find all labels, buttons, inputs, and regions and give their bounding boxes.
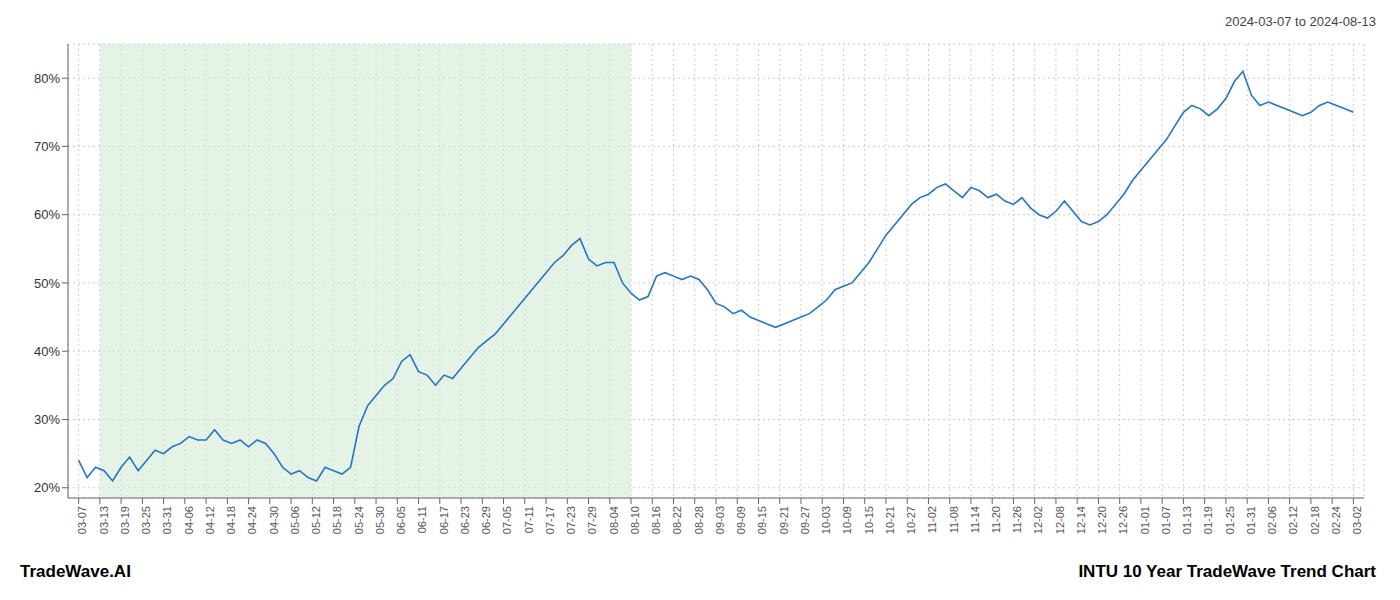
svg-text:01-01: 01-01 [1139,506,1151,534]
svg-text:08-16: 08-16 [650,506,662,534]
svg-text:12-20: 12-20 [1096,506,1108,534]
svg-text:03-07: 03-07 [76,506,88,534]
svg-text:10-27: 10-27 [905,506,917,534]
svg-text:06-17: 06-17 [438,506,450,534]
svg-text:50%: 50% [34,276,60,291]
svg-text:10-15: 10-15 [863,506,875,534]
html-text:TradeWave.AI: TradeWave.AI [20,562,131,581]
svg-text:12-14: 12-14 [1075,506,1087,534]
svg-text:01-25: 01-25 [1224,506,1236,534]
svg-text:02-24: 02-24 [1330,506,1342,534]
svg-text:04-12: 04-12 [204,506,216,534]
svg-text:06-29: 06-29 [480,506,492,534]
svg-text:05-12: 05-12 [310,506,322,534]
svg-text:06-05: 06-05 [395,506,407,534]
svg-text:04-06: 04-06 [183,506,195,534]
html-text:INTU 10 Year TradeWave Trend C: INTU 10 Year TradeWave Trend Chart [1078,562,1376,581]
svg-text:01-31: 01-31 [1245,506,1257,534]
svg-text:04-30: 04-30 [268,506,280,534]
svg-text:07-17: 07-17 [544,506,556,534]
svg-text:02-18: 02-18 [1309,506,1321,534]
svg-text:40%: 40% [34,344,60,359]
svg-text:11-08: 11-08 [948,506,960,533]
svg-text:06-11: 06-11 [416,506,428,533]
svg-text:01-13: 01-13 [1181,506,1193,534]
svg-text:05-18: 05-18 [331,506,343,534]
svg-text:11-02: 11-02 [926,506,938,533]
svg-text:01-19: 01-19 [1202,506,1214,534]
svg-text:12-02: 12-02 [1032,506,1044,534]
svg-text:09-03: 09-03 [714,506,726,534]
svg-text:09-09: 09-09 [735,506,747,534]
svg-text:60%: 60% [34,207,60,222]
svg-text:03-31: 03-31 [161,506,173,534]
svg-text:09-21: 09-21 [778,506,790,534]
svg-text:01-07: 01-07 [1160,506,1172,534]
svg-text:07-23: 07-23 [565,506,577,534]
svg-text:07-29: 07-29 [586,506,598,534]
svg-text:80%: 80% [34,71,60,86]
svg-text:07-05: 07-05 [501,506,513,534]
svg-text:04-18: 04-18 [225,506,237,534]
svg-text:06-23: 06-23 [459,506,471,534]
svg-text:20%: 20% [34,480,60,495]
svg-text:08-22: 08-22 [671,506,683,534]
svg-text:05-24: 05-24 [353,506,365,534]
svg-text:11-20: 11-20 [990,506,1002,533]
svg-text:05-06: 05-06 [289,506,301,534]
svg-text:03-02: 03-02 [1351,506,1363,534]
svg-text:04-24: 04-24 [246,506,258,534]
svg-text:30%: 30% [34,412,60,427]
svg-text:07-11: 07-11 [523,506,535,533]
svg-text:08-10: 08-10 [629,506,641,534]
svg-text:09-27: 09-27 [799,506,811,534]
svg-text:10-03: 10-03 [820,506,832,534]
svg-text:08-04: 08-04 [608,506,620,534]
svg-text:02-06: 02-06 [1266,506,1278,534]
svg-text:12-26: 12-26 [1117,506,1129,534]
svg-text:11-26: 11-26 [1011,506,1023,533]
svg-text:12-08: 12-08 [1054,506,1066,534]
svg-text:09-15: 09-15 [756,506,768,534]
svg-text:03-13: 03-13 [98,506,110,534]
svg-text:03-25: 03-25 [140,506,152,534]
svg-text:10-21: 10-21 [884,506,896,534]
html-text:2024-03-07 to 2024-08-13: 2024-03-07 to 2024-08-13 [1224,14,1376,29]
svg-text:05-30: 05-30 [374,506,386,534]
svg-text:02-12: 02-12 [1287,506,1299,534]
svg-text:08-28: 08-28 [693,506,705,534]
svg-text:70%: 70% [34,139,60,154]
svg-text:11-14: 11-14 [969,506,981,533]
svg-text:10-09: 10-09 [841,506,853,534]
svg-text:03-19: 03-19 [119,506,131,534]
